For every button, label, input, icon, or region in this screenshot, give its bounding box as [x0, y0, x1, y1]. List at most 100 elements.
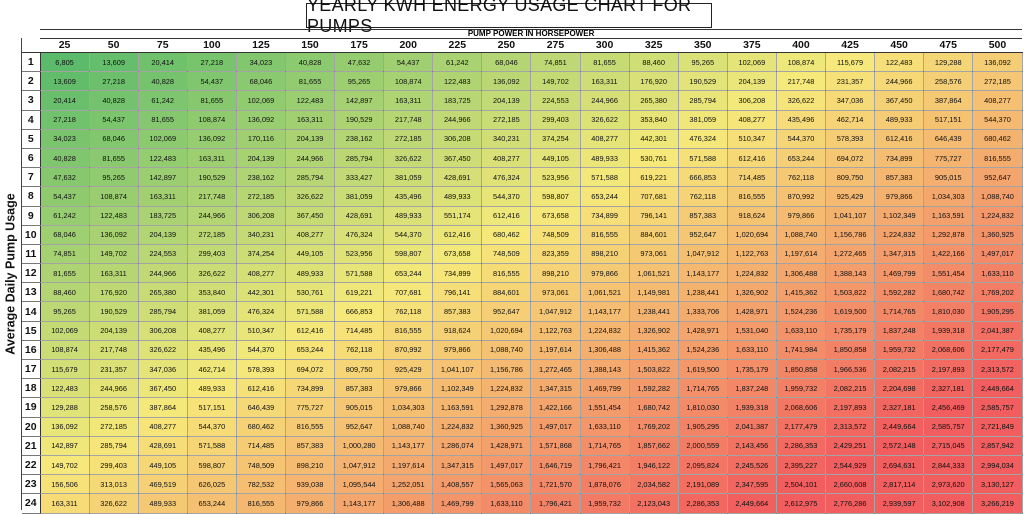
- usage-cell: 204,139: [236, 148, 286, 169]
- usage-cell: 95,265: [89, 167, 139, 188]
- usage-cell: 1,020,694: [481, 321, 532, 341]
- usage-cell: 1,415,362: [776, 282, 827, 303]
- usage-cell: 47,632: [334, 52, 385, 73]
- usage-cell: 27,218: [89, 71, 139, 92]
- usage-cell: 115,679: [40, 359, 90, 380]
- usage-cell: 1,292,878: [923, 225, 974, 245]
- usage-cell: 1,347,315: [530, 378, 581, 399]
- hours-label-1: 1: [22, 52, 41, 73]
- usage-cell: 285,794: [334, 148, 385, 169]
- usage-cell: 1,041,107: [432, 359, 483, 380]
- usage-cell: 1,633,110: [972, 263, 1023, 284]
- usage-cell: 1,388,143: [580, 359, 630, 380]
- usage-cell: 428,691: [138, 436, 188, 456]
- usage-cell: 272,185: [89, 417, 139, 437]
- usage-cell: 2,504,101: [776, 474, 827, 495]
- usage-cell: 285,794: [89, 436, 139, 456]
- usage-cell: 108,874: [89, 186, 139, 207]
- usage-cell: 34,023: [40, 129, 90, 149]
- usage-cell: 1,163,591: [432, 397, 483, 418]
- usage-cell: 476,324: [236, 301, 286, 322]
- usage-cell: 905,015: [923, 167, 974, 188]
- usage-cell: 1,306,488: [383, 493, 434, 514]
- horsepower-header-150: 150: [285, 38, 335, 53]
- usage-cell: 1,333,706: [678, 301, 728, 322]
- usage-cell: 408,277: [187, 321, 237, 341]
- usage-cell: 1,531,040: [727, 321, 777, 341]
- usage-cell: 2,857,942: [972, 436, 1023, 456]
- usage-cell: 1,224,832: [972, 206, 1023, 226]
- usage-cell: 734,899: [432, 263, 483, 284]
- usage-cell: 2,817,114: [874, 474, 925, 495]
- usage-cell: 510,347: [236, 321, 286, 341]
- usage-cell: 979,866: [383, 378, 434, 399]
- usage-cell: 170,116: [236, 129, 286, 149]
- usage-cell: 408,277: [138, 417, 188, 437]
- usage-cell: 2,034,582: [629, 474, 679, 495]
- horsepower-header-400: 400: [776, 38, 826, 53]
- usage-cell: 122,483: [138, 148, 188, 169]
- usage-cell: 1,197,614: [383, 455, 434, 476]
- usage-cell: 1,796,421: [580, 455, 630, 476]
- usage-cell: 2,123,043: [629, 493, 679, 514]
- usage-cell: 1,939,318: [727, 397, 777, 418]
- usage-cell: 544,370: [481, 186, 532, 207]
- usage-cell: 469,519: [138, 474, 188, 495]
- usage-cell: 2,544,929: [825, 455, 876, 476]
- usage-cell: 299,403: [89, 455, 139, 476]
- usage-cell: 217,748: [776, 71, 827, 92]
- usage-cell: 81,655: [138, 110, 188, 130]
- usage-cell: 816,555: [972, 148, 1023, 169]
- usage-cell: 551,174: [432, 206, 483, 226]
- usage-cell: 1,122,763: [727, 244, 777, 265]
- usage-cell: 796,141: [432, 282, 483, 303]
- usage-cell: 265,380: [629, 90, 679, 111]
- horsepower-header-350: 350: [678, 38, 728, 53]
- usage-cell: 1,959,732: [874, 340, 925, 361]
- usage-cell: 1,428,971: [727, 301, 777, 322]
- usage-cell: 1,769,202: [972, 282, 1023, 303]
- usage-cell: 449,105: [138, 455, 188, 476]
- table-row: 4 27,218 54,437 81,655 108,874 136,092 163,311…: [22, 110, 1023, 130]
- usage-cell: 816,555: [727, 186, 777, 207]
- usage-cell: 1,714,765: [874, 301, 925, 322]
- usage-cell: 2,347,595: [727, 474, 777, 495]
- horsepower-header-125: 125: [236, 38, 286, 53]
- usage-cell: 299,403: [187, 244, 237, 265]
- usage-cell: 489,933: [138, 493, 188, 514]
- usage-cell: 217,748: [187, 186, 237, 207]
- horsepower-header-375: 375: [727, 38, 777, 53]
- usage-cell: 762,118: [334, 340, 385, 361]
- usage-cell: 925,429: [825, 186, 876, 207]
- usage-cell: 680,462: [236, 417, 286, 437]
- usage-cell: 973,061: [530, 282, 581, 303]
- usage-cell: 1,939,318: [923, 321, 974, 341]
- usage-cell: 1,497,017: [972, 244, 1023, 265]
- usage-cell: 258,576: [923, 71, 974, 92]
- usage-cell: 95,265: [678, 52, 728, 73]
- usage-cell: 163,311: [89, 263, 139, 284]
- usage-cell: 102,069: [40, 321, 90, 341]
- usage-cell: 905,015: [334, 397, 385, 418]
- usage-cell: 2,449,664: [727, 493, 777, 514]
- usage-cell: 1,149,981: [629, 282, 679, 303]
- usage-cell: 13,609: [40, 71, 90, 92]
- usage-cell: 2,041,387: [727, 417, 777, 437]
- usage-cell: 857,383: [874, 167, 925, 188]
- horsepower-header-175: 175: [334, 38, 384, 53]
- table-row: 18 122,483 244,966 367,450 489,933 612,416 734…: [22, 378, 1023, 399]
- usage-cell: 2,327,181: [874, 397, 925, 418]
- usage-cell: 272,185: [187, 225, 237, 245]
- usage-cell: 1,810,030: [923, 301, 974, 322]
- usage-cell: 3,130,127: [972, 474, 1023, 495]
- usage-cell: 2,177,479: [972, 340, 1023, 361]
- usage-cell: 1,143,177: [678, 263, 728, 284]
- usage-cell: 1,061,521: [580, 282, 630, 303]
- usage-cell: 762,118: [776, 167, 827, 188]
- usage-cell: 333,427: [334, 167, 385, 188]
- usage-cell: 666,853: [334, 301, 385, 322]
- usage-cell: 353,840: [629, 110, 679, 130]
- horsepower-header-450: 450: [874, 38, 924, 53]
- usage-cell: 653,244: [187, 493, 237, 514]
- usage-cell: 530,761: [629, 148, 679, 169]
